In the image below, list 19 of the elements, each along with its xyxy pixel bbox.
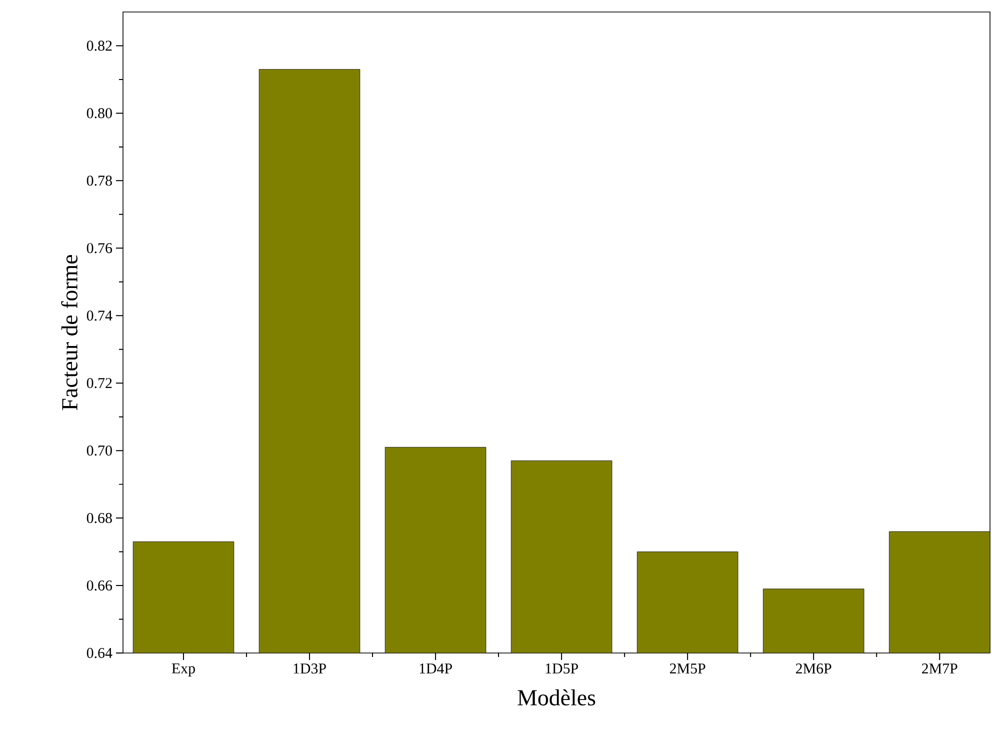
x-tick-label: 1D5P — [546, 664, 578, 674]
y-axis-title: Facteur de forme — [61, 255, 78, 410]
x-tick-label: 2M5P — [670, 664, 706, 674]
y-tick-label: 0.78 — [86, 176, 112, 186]
x-tick-label: 1D4P — [420, 664, 452, 674]
y-tick-label: 0.76 — [86, 243, 112, 254]
y-tick-label: 0.68 — [86, 512, 112, 524]
y-tick-label: 0.72 — [86, 378, 112, 388]
x-tick-label: 2M6P — [796, 664, 832, 674]
x-axis-title: Modèles — [518, 689, 596, 706]
y-tick-label: 0.80 — [86, 108, 112, 118]
y-tick-label: 0.66 — [86, 580, 112, 591]
x-tick-label: Exp — [172, 664, 195, 676]
y-tick-label: 0.82 — [86, 40, 112, 51]
x-tick-label: 2M7P — [922, 664, 958, 674]
x-tick-label: 1D3P — [294, 664, 326, 674]
y-tick-label: 0.64 — [86, 648, 112, 658]
y-tick-label: 0.74 — [86, 310, 112, 321]
y-tick-label: 0.70 — [86, 446, 112, 456]
